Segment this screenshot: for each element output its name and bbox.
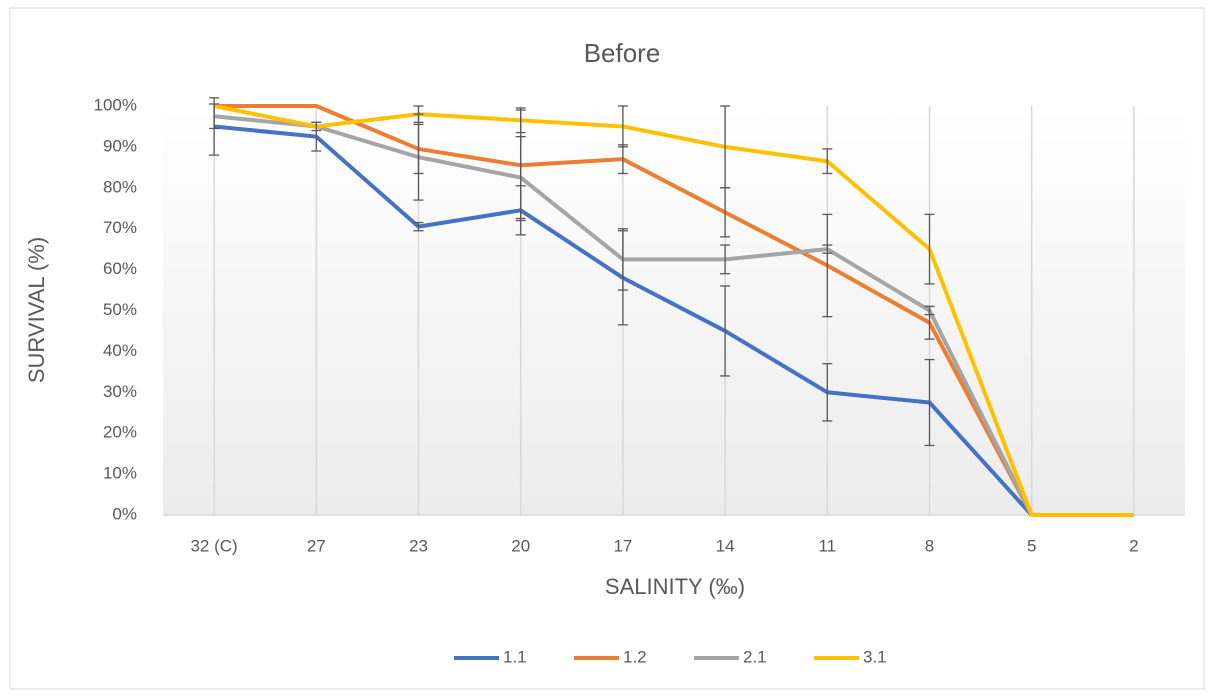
- y-tick-label: 10%: [103, 464, 137, 483]
- error-bar: [822, 213, 833, 318]
- error-bar: [720, 244, 731, 275]
- x-tick-label: 20: [511, 536, 530, 555]
- error-bar: [924, 358, 935, 447]
- y-tick-label: 100%: [94, 95, 137, 114]
- error-bar: [822, 244, 833, 254]
- y-tick-label: 80%: [103, 177, 137, 196]
- x-tick-label: 32 (C): [190, 536, 237, 555]
- y-tick-label: 70%: [103, 218, 137, 237]
- legend-label: 3.1: [863, 647, 887, 666]
- x-axis-title: SALINITY (‰): [605, 574, 745, 599]
- x-tick-label: 11: [818, 536, 836, 555]
- error-bar: [515, 107, 526, 134]
- error-bar: [413, 221, 424, 232]
- y-tick-label: 90%: [103, 136, 137, 155]
- error-bar: [617, 105, 628, 148]
- plot-area: [163, 106, 1185, 515]
- series-line: [213, 114, 1134, 517]
- series-line: [213, 124, 1134, 517]
- legend-label: 1.1: [503, 647, 527, 666]
- x-tick-label: 17: [613, 536, 632, 555]
- error-bar: [822, 363, 833, 422]
- error-bar: [822, 148, 833, 175]
- series-line: [214, 104, 1134, 517]
- series-line: [213, 104, 1134, 517]
- chart-title: Before: [584, 38, 661, 68]
- y-tick-label: 40%: [103, 341, 137, 360]
- error-bar: [515, 136, 526, 220]
- error-bar: [720, 105, 731, 189]
- y-tick-label: 0%: [112, 504, 137, 523]
- error-bar: [924, 213, 935, 285]
- error-bar: [413, 105, 424, 124]
- y-tick-label: 20%: [103, 423, 137, 442]
- y-tick-label: 50%: [103, 300, 137, 319]
- error-bar: [311, 121, 322, 132]
- x-tick-label: 2: [1129, 536, 1138, 555]
- x-tick-label: 8: [925, 536, 934, 555]
- error-bar: [720, 285, 731, 377]
- legend-label: 1.2: [623, 647, 647, 666]
- x-tick-label: 27: [307, 536, 326, 555]
- y-tick-label: 30%: [103, 382, 137, 401]
- x-tick-label: 23: [409, 536, 428, 555]
- error-bar: [209, 103, 220, 130]
- x-tick-label: 14: [716, 536, 735, 555]
- y-axis-title: SURVIVAL (%): [24, 237, 49, 383]
- y-tick-label: 60%: [103, 259, 137, 278]
- x-tick-label: 5: [1027, 536, 1036, 555]
- error-bar: [924, 305, 935, 316]
- legend-label: 2.1: [743, 647, 767, 666]
- error-bar: [617, 228, 628, 291]
